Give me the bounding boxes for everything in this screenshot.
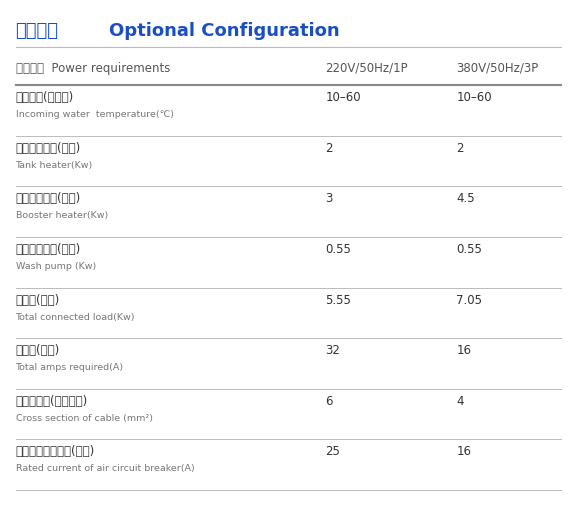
Text: Booster heater(Kw): Booster heater(Kw) [16, 211, 108, 220]
Text: 10–60: 10–60 [325, 91, 361, 104]
Text: Total connected load(Kw): Total connected load(Kw) [16, 313, 135, 322]
Text: 4: 4 [456, 394, 464, 408]
Text: 32: 32 [325, 344, 340, 357]
Text: 漂洗加热功率(千瓦): 漂洗加热功率(千瓦) [16, 192, 81, 206]
Text: 总电流(安培): 总电流(安培) [16, 344, 60, 357]
Text: 电源要求  Power requirements: 电源要求 Power requirements [16, 62, 170, 75]
Text: 380V/50Hz/3P: 380V/50Hz/3P [456, 62, 538, 75]
Text: 7.05: 7.05 [456, 294, 482, 306]
Text: 进水温度(摄氏度): 进水温度(摄氏度) [16, 91, 74, 104]
Text: 6: 6 [325, 394, 333, 408]
Text: 水槽加热功率(千瓦): 水槽加热功率(千瓦) [16, 142, 81, 155]
Text: 0.55: 0.55 [456, 243, 482, 256]
Text: Rated current of air circuit breaker(A): Rated current of air circuit breaker(A) [16, 464, 194, 473]
Text: 总功率(千瓦): 总功率(千瓦) [16, 294, 60, 306]
Text: 可选配置: 可选配置 [16, 22, 58, 40]
Text: 0.55: 0.55 [325, 243, 351, 256]
Text: 10–60: 10–60 [456, 91, 492, 104]
Text: 3: 3 [325, 192, 333, 206]
Text: 2: 2 [325, 142, 333, 155]
Text: Total amps required(A): Total amps required(A) [16, 363, 123, 372]
Text: 5.55: 5.55 [325, 294, 351, 306]
Text: 4.5: 4.5 [456, 192, 475, 206]
Text: Tank heater(Kw): Tank heater(Kw) [16, 161, 93, 170]
Text: 16: 16 [456, 445, 471, 458]
Text: Cross section of cable (mm²): Cross section of cable (mm²) [16, 414, 152, 422]
Text: Incoming water  temperature(℃): Incoming water temperature(℃) [16, 110, 174, 119]
Text: 220V/50Hz/1P: 220V/50Hz/1P [325, 62, 408, 75]
Text: 16: 16 [456, 344, 471, 357]
Text: 2: 2 [456, 142, 464, 155]
Text: Optional Configuration: Optional Configuration [110, 22, 340, 40]
Text: 电源线截面(平方毫米): 电源线截面(平方毫米) [16, 394, 88, 408]
Text: 25: 25 [325, 445, 340, 458]
Text: Wash pump (Kw): Wash pump (Kw) [16, 262, 96, 271]
Text: 空气开关额定电流(安培): 空气开关额定电流(安培) [16, 445, 95, 458]
Text: 清洗水泵功率(千瓦): 清洗水泵功率(千瓦) [16, 243, 81, 256]
